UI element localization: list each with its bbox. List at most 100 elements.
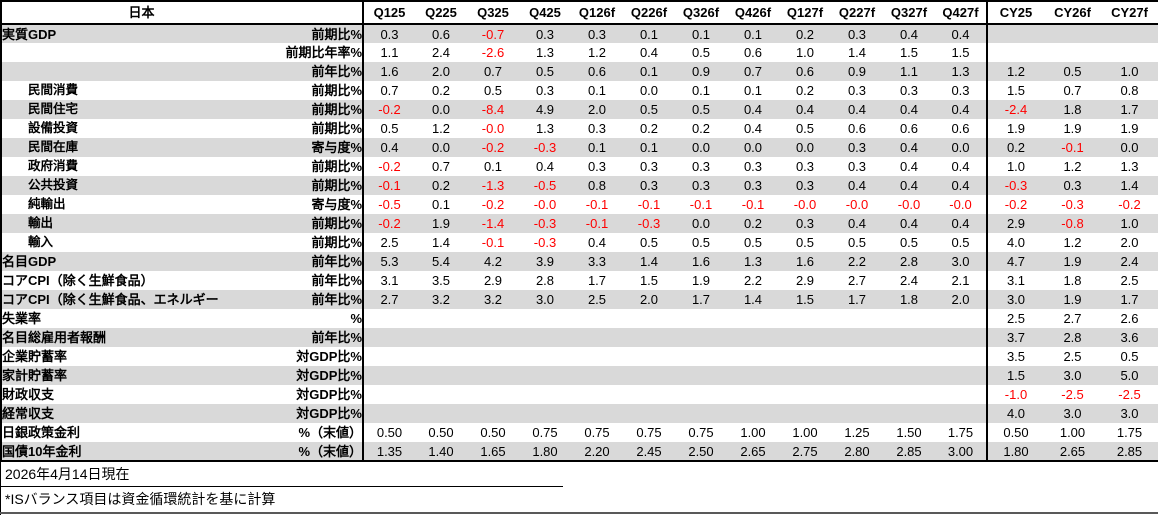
as-of-date: 2026年4月14日現在 — [5, 466, 130, 482]
quarter-value-cell: 0.1 — [431, 197, 451, 212]
quarter-value-cell: -0.3 — [533, 216, 557, 231]
quarter-value-cell: 1.1 — [380, 45, 399, 60]
col-header-cy: CY27f — [1111, 5, 1148, 20]
quarter-value-cell: -0.1 — [689, 197, 713, 212]
quarter-value-cell: 1.5 — [899, 45, 919, 60]
quarter-value-cell: -0.1 — [585, 216, 609, 231]
cy-value-cell: -0.1 — [1061, 140, 1084, 155]
footnote-is-balance: *ISバランス項目は資金循環統計を基に計算 — [5, 491, 276, 507]
quarter-value-cell: 0.2 — [639, 121, 659, 136]
quarter-value-cell: 2.4 — [431, 45, 451, 60]
quarter-value-cell: 0.5 — [691, 45, 711, 60]
quarter-value-cell: 0.3 — [639, 159, 659, 174]
quarter-value-cell — [519, 328, 571, 347]
quarter-value-cell — [727, 385, 779, 404]
quarter-value-cell — [571, 366, 623, 385]
cy-value-cell: 1.0 — [1120, 216, 1139, 231]
quarter-value-cell: 2.2 — [847, 254, 867, 269]
row-label: 民間在庫 — [28, 140, 79, 155]
quarter-value-cell — [571, 309, 623, 328]
cy-value-cell: 3.1 — [1006, 273, 1026, 288]
quarter-value-cell — [519, 366, 571, 385]
forecast-table: 日本 Q125 Q225 Q325 Q425 Q126f Q226f Q326f Q426f Q… — [0, 0, 1158, 462]
quarter-value-cell: 2.75 — [792, 443, 818, 459]
cy-value-cell: 0.50 — [1003, 425, 1029, 440]
row-label: 民間住宅 — [28, 102, 79, 117]
quarter-value-cell: 2.85 — [896, 443, 922, 459]
quarter-value-cell: -0.0 — [533, 197, 557, 212]
quarter-value-cell — [467, 404, 519, 423]
quarter-value-cell: 1.4 — [639, 254, 659, 269]
table-row: 財政収支 対GDP比% -1.0 -2.5 -2.5 — [1, 385, 1158, 404]
row-label: 公共投資 — [28, 178, 79, 193]
table-row: コアCPI（除く生鮮食品、エネルギー 前年比% 2.7 3.2 3.2 3.0 2.5 2.0… — [1, 290, 1158, 309]
row-label: 輸出 — [28, 216, 54, 231]
quarter-value-cell: 2.9 — [483, 273, 503, 288]
quarter-value-cell — [571, 347, 623, 366]
quarter-value-cell: 0.5 — [847, 235, 867, 250]
quarter-value-cell: 0.2 — [691, 121, 711, 136]
quarter-value-cell: 0.1 — [639, 64, 659, 79]
quarter-value-cell — [623, 309, 675, 328]
row-unit: 対GDP比% — [281, 385, 364, 404]
quarter-value-cell: 0.2 — [795, 83, 815, 98]
cy-value-cell: 2.5 — [1063, 349, 1082, 364]
quarter-value-cell: 0.5 — [899, 235, 919, 250]
quarter-value-cell: 0.4 — [847, 178, 867, 193]
quarter-value-cell: 1.6 — [795, 254, 815, 269]
cy-value-cell: 1.8 — [1063, 102, 1082, 117]
quarter-value-cell — [467, 347, 519, 366]
cy-value-cell: 1.80 — [1003, 443, 1029, 459]
quarter-value-cell — [727, 366, 779, 385]
quarter-value-cell — [883, 385, 935, 404]
quarter-value-cell: 0.6 — [587, 64, 607, 79]
quarter-value-cell: 2.80 — [844, 443, 870, 459]
quarter-value-cell: 0.1 — [587, 83, 607, 98]
col-header-quarter: Q327f — [890, 5, 928, 20]
quarter-value-cell — [675, 366, 727, 385]
quarter-value-cell — [415, 309, 467, 328]
cy-value-cell: 1.2 — [1063, 159, 1082, 174]
row-unit: 前年比% — [281, 290, 364, 309]
quarter-value-cell — [415, 328, 467, 347]
quarter-value-cell: 1.40 — [428, 443, 454, 459]
quarter-value-cell: 0.0 — [743, 140, 763, 155]
quarter-value-cell: 2.0 — [431, 64, 451, 79]
quarter-value-cell — [675, 309, 727, 328]
cy-value-cell: -2.5 — [1061, 387, 1084, 402]
quarter-value-cell — [831, 404, 883, 423]
cy-value-cell: 1.2 — [1006, 64, 1026, 79]
quarter-value-cell: 0.4 — [899, 159, 919, 174]
cy-value-cell: 3.7 — [1006, 330, 1026, 345]
quarter-value-cell: 1.65 — [480, 443, 506, 459]
quarter-value-cell — [779, 347, 831, 366]
quarter-value-cell — [935, 366, 988, 385]
cy-value-cell: 2.7 — [1063, 311, 1082, 326]
quarter-value-cell: 2.50 — [688, 443, 714, 459]
quarter-value-cell: 1.2 — [431, 121, 451, 136]
quarter-value-cell: 0.4 — [935, 24, 988, 43]
quarter-value-cell: -0.1 — [637, 197, 661, 212]
quarter-value-cell — [363, 385, 415, 404]
quarter-value-cell — [935, 328, 988, 347]
col-header-cy: CY26f — [1054, 5, 1091, 20]
cy-value-cell: 3.0 — [1063, 368, 1082, 383]
row-unit: 前期比% — [281, 81, 364, 100]
table-row: 輸出 前期比% -0.2 1.9 -1.4 -0.3 -0.1 -0.3 0.0 0.2 0.3 0.… — [1, 214, 1158, 233]
quarter-value-cell: -0.2 — [481, 197, 505, 212]
row-unit: 前期比% — [281, 119, 364, 138]
row-unit: %（末値） — [281, 423, 364, 442]
table-row: 日銀政策金利 %（末値） 0.50 0.50 0.50 0.75 0.75 0.75 0.75 1… — [1, 423, 1158, 442]
quarter-value-cell: 1.50 — [896, 425, 922, 440]
quarter-value-cell: 2.4 — [899, 273, 919, 288]
quarter-value-cell — [623, 385, 675, 404]
header-row: 日本 Q125 Q225 Q325 Q425 Q126f Q226f Q326f Q426f Q… — [1, 1, 1158, 24]
quarter-value-cell: -0.2 — [378, 216, 401, 231]
cy-value-cell: 1.75 — [1116, 425, 1143, 440]
cy-value-cell: 1.9 — [1063, 121, 1082, 136]
quarter-value-cell — [623, 404, 675, 423]
cy-value-cell: -2.4 — [1004, 102, 1028, 117]
quarter-value-cell: 1.35 — [376, 443, 403, 459]
cy-value-cell: 4.0 — [1006, 406, 1026, 421]
